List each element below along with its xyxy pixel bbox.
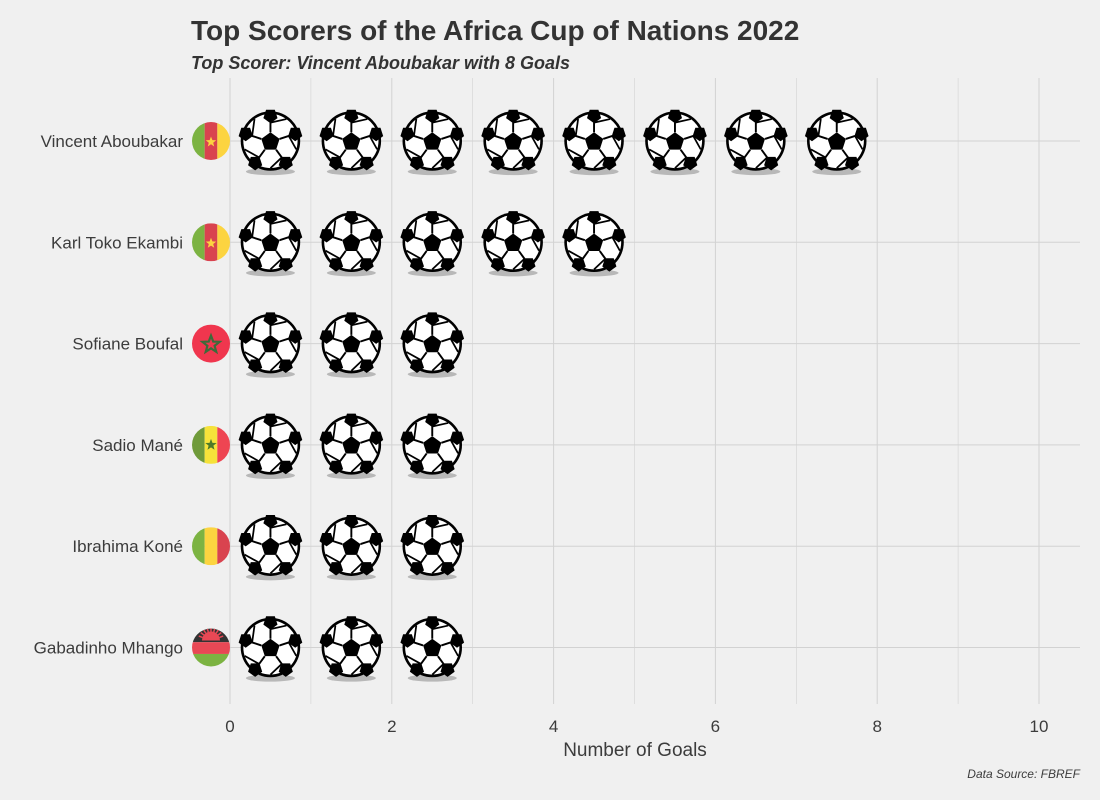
football-icon <box>237 412 304 480</box>
football-icon <box>399 108 466 176</box>
football-icon <box>399 311 466 379</box>
football-icon <box>237 311 304 379</box>
football-icon <box>561 210 627 278</box>
x-tick-label: 2 <box>387 717 396 736</box>
football-icon <box>237 108 304 176</box>
football-icon <box>237 210 304 278</box>
x-tick-label: 10 <box>1030 717 1049 736</box>
football-icon <box>318 210 385 278</box>
football-icon <box>399 514 466 582</box>
x-tick-label: 6 <box>711 717 720 736</box>
cameroon-flag-icon <box>192 122 230 160</box>
football-icon <box>318 108 385 176</box>
football-icon <box>480 108 546 176</box>
y-tick-label: Karl Toko Ekambi <box>51 233 183 252</box>
x-tick-label: 8 <box>872 717 881 736</box>
football-icon <box>642 108 708 176</box>
football-icon <box>237 615 304 683</box>
chart-caption: Data Source: FBREF <box>967 767 1080 781</box>
y-tick-label: Vincent Aboubakar <box>41 132 184 151</box>
football-icon <box>318 514 385 582</box>
football-icon <box>237 514 304 582</box>
chart-title: Top Scorers of the Africa Cup of Nations… <box>191 15 800 46</box>
football-icon <box>480 210 546 278</box>
football-icon <box>399 412 466 480</box>
cameroon-flag-icon <box>192 223 230 262</box>
x-tick-label: 4 <box>549 717 558 736</box>
morocco-flag-icon <box>192 324 230 363</box>
y-tick-label: Gabadinho Mhango <box>34 639 183 658</box>
mali-flag-icon <box>192 527 230 566</box>
y-tick-label: Sofiane Boufal <box>72 335 183 354</box>
football-icon <box>399 210 466 278</box>
football-icon <box>561 108 627 176</box>
y-tick-label: Ibrahima Koné <box>72 537 183 556</box>
football-icon <box>318 615 385 683</box>
chart-subtitle: Top Scorer: Vincent Aboubakar with 8 Goa… <box>191 53 571 73</box>
football-icon <box>399 615 466 683</box>
football-icon <box>318 311 385 379</box>
football-icon <box>803 108 870 176</box>
football-icon <box>318 412 385 480</box>
senegal-flag-icon <box>192 425 230 464</box>
malawi-flag-icon <box>192 628 230 667</box>
x-tick-label: 0 <box>225 717 234 736</box>
x-axis-label: Number of Goals <box>563 740 707 761</box>
gridlines <box>193 78 1080 704</box>
y-tick-label: Sadio Mané <box>92 436 183 455</box>
football-icon <box>723 108 789 176</box>
